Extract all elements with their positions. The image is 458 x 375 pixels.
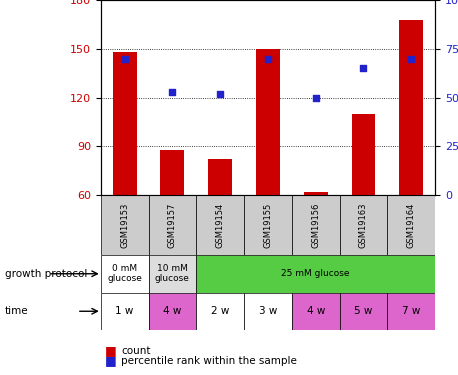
Bar xyxy=(101,195,148,255)
Text: count: count xyxy=(121,346,151,355)
Text: 2 w: 2 w xyxy=(211,306,229,316)
Text: GSM19155: GSM19155 xyxy=(263,202,273,248)
Text: GSM19157: GSM19157 xyxy=(168,202,177,248)
Bar xyxy=(101,292,148,330)
Text: 4 w: 4 w xyxy=(163,306,181,316)
Bar xyxy=(196,255,435,292)
Text: GSM19153: GSM19153 xyxy=(120,202,129,248)
Text: 10 mM
glucose: 10 mM glucose xyxy=(155,264,190,284)
Bar xyxy=(208,159,232,195)
Text: percentile rank within the sample: percentile rank within the sample xyxy=(121,356,297,366)
Bar xyxy=(256,49,280,195)
Bar xyxy=(244,195,292,255)
Text: GSM19164: GSM19164 xyxy=(407,202,416,248)
Bar xyxy=(292,195,339,255)
Bar xyxy=(101,255,148,292)
Bar xyxy=(113,52,136,195)
Bar xyxy=(387,292,435,330)
Text: time: time xyxy=(5,306,28,316)
Bar xyxy=(148,255,196,292)
Bar xyxy=(339,292,387,330)
Bar xyxy=(196,195,244,255)
Text: 0 mM
glucose: 0 mM glucose xyxy=(107,264,142,284)
Bar xyxy=(387,195,435,255)
Text: 1 w: 1 w xyxy=(115,306,134,316)
Text: ■: ■ xyxy=(105,354,117,367)
Bar xyxy=(160,150,184,195)
Bar xyxy=(148,195,196,255)
Bar xyxy=(399,20,423,195)
Text: growth protocol: growth protocol xyxy=(5,269,87,279)
Text: GSM19154: GSM19154 xyxy=(216,202,225,248)
Point xyxy=(360,65,367,71)
Text: 5 w: 5 w xyxy=(354,306,373,316)
Text: GSM19156: GSM19156 xyxy=(311,202,320,248)
Text: ■: ■ xyxy=(105,344,117,357)
Point xyxy=(169,88,176,94)
Bar xyxy=(351,114,376,195)
Point xyxy=(121,56,128,62)
Bar xyxy=(339,195,387,255)
Bar xyxy=(148,292,196,330)
Point xyxy=(312,94,319,100)
Text: 3 w: 3 w xyxy=(259,306,277,316)
Point xyxy=(264,56,272,62)
Bar xyxy=(304,192,327,195)
Text: 7 w: 7 w xyxy=(402,306,420,316)
Point xyxy=(217,91,224,97)
Text: 4 w: 4 w xyxy=(306,306,325,316)
Text: 25 mM glucose: 25 mM glucose xyxy=(282,269,350,278)
Text: GSM19163: GSM19163 xyxy=(359,202,368,248)
Bar xyxy=(244,292,292,330)
Point xyxy=(408,56,415,62)
Bar xyxy=(292,292,339,330)
Bar xyxy=(196,292,244,330)
